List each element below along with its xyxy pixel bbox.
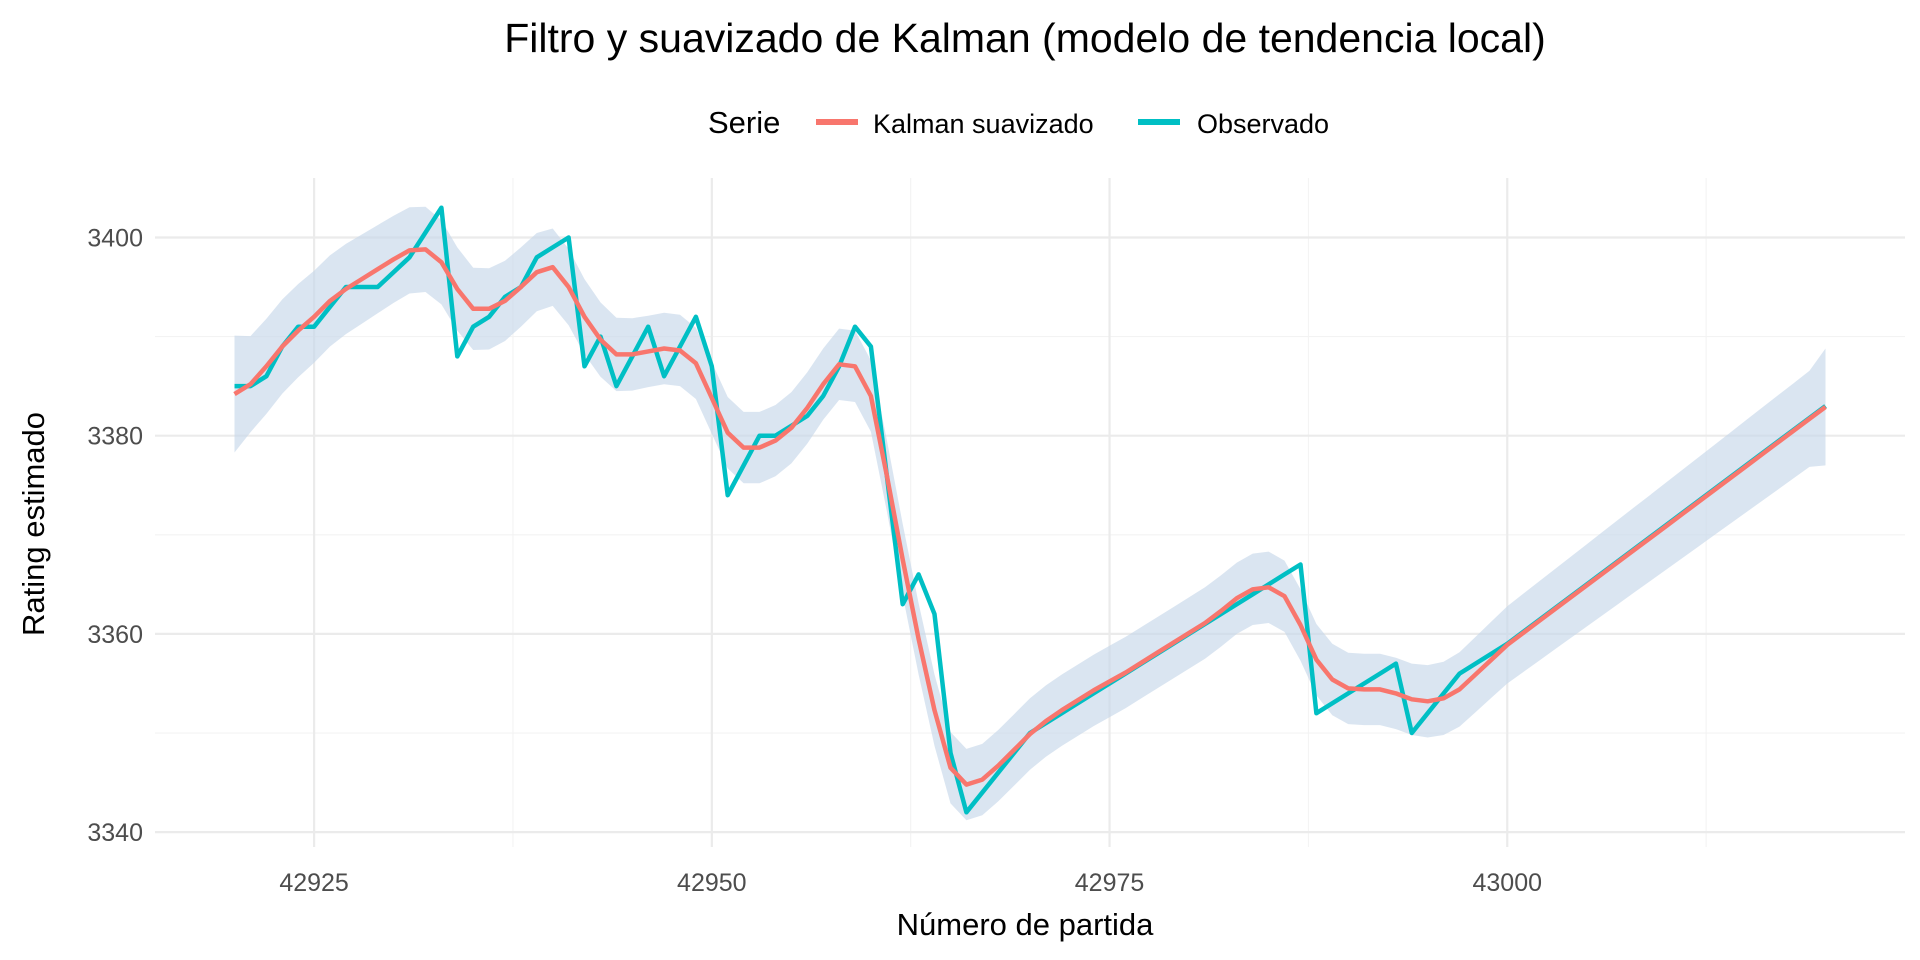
chart-title: Filtro y suavizado de Kalman (modelo de … [504, 15, 1546, 61]
x-tick-label: 42975 [1075, 869, 1145, 897]
y-tick-label: 3360 [87, 621, 143, 649]
x-axis-title: Número de partida [897, 907, 1155, 942]
confidence-band [234, 206, 1826, 821]
series-line-observado [234, 205, 1827, 815]
series-layer [233, 205, 1827, 815]
x-axis: 42925 42950 42975 43000 [279, 869, 1542, 897]
grid [155, 178, 1905, 847]
y-tick-label: 3380 [87, 423, 143, 451]
x-tick-label: 42925 [279, 869, 349, 897]
y-tick-label: 3400 [87, 224, 143, 252]
legend-label-kalman-suavizado: Kalman suavizado [873, 109, 1094, 139]
y-axis: 3340 3360 3380 3400 [87, 224, 143, 847]
x-tick-label: 42950 [677, 869, 747, 897]
legend: Serie Kalman suavizado Observado [708, 105, 1329, 140]
legend-title: Serie [708, 105, 780, 140]
x-tick-label: 43000 [1473, 869, 1543, 897]
legend-label-observado: Observado [1197, 109, 1329, 139]
series-line-kalman-suavizado [233, 247, 1827, 787]
y-axis-title: Rating estimado [16, 412, 51, 636]
y-tick-label: 3340 [87, 819, 143, 847]
